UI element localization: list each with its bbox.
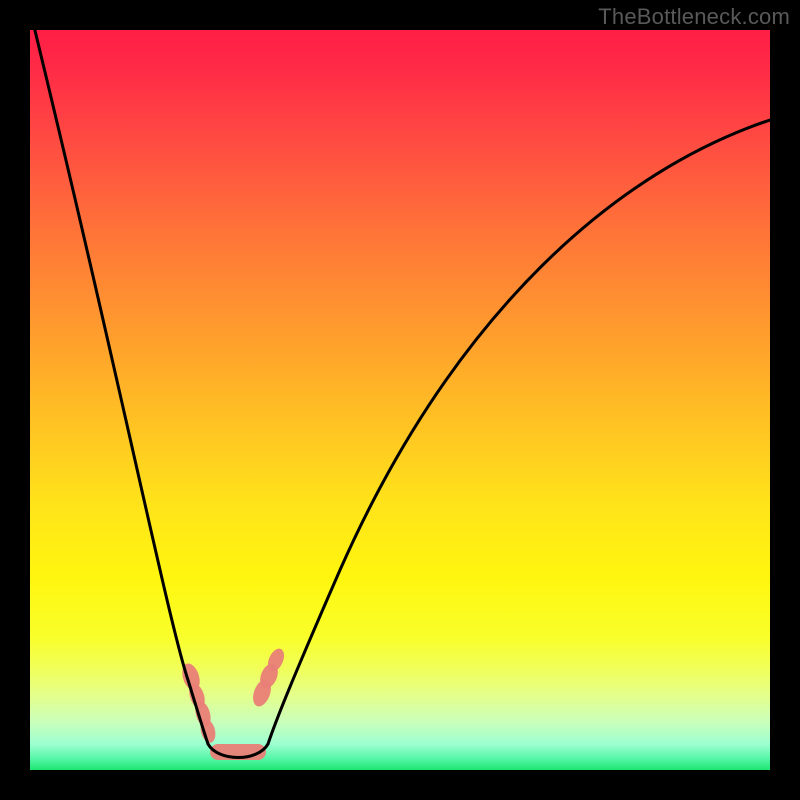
watermark-text: TheBottleneck.com — [598, 4, 790, 30]
plot-area — [30, 30, 770, 770]
gradient-background — [30, 30, 770, 770]
plot-svg — [0, 0, 800, 800]
chart-outer-frame: TheBottleneck.com — [0, 0, 800, 800]
